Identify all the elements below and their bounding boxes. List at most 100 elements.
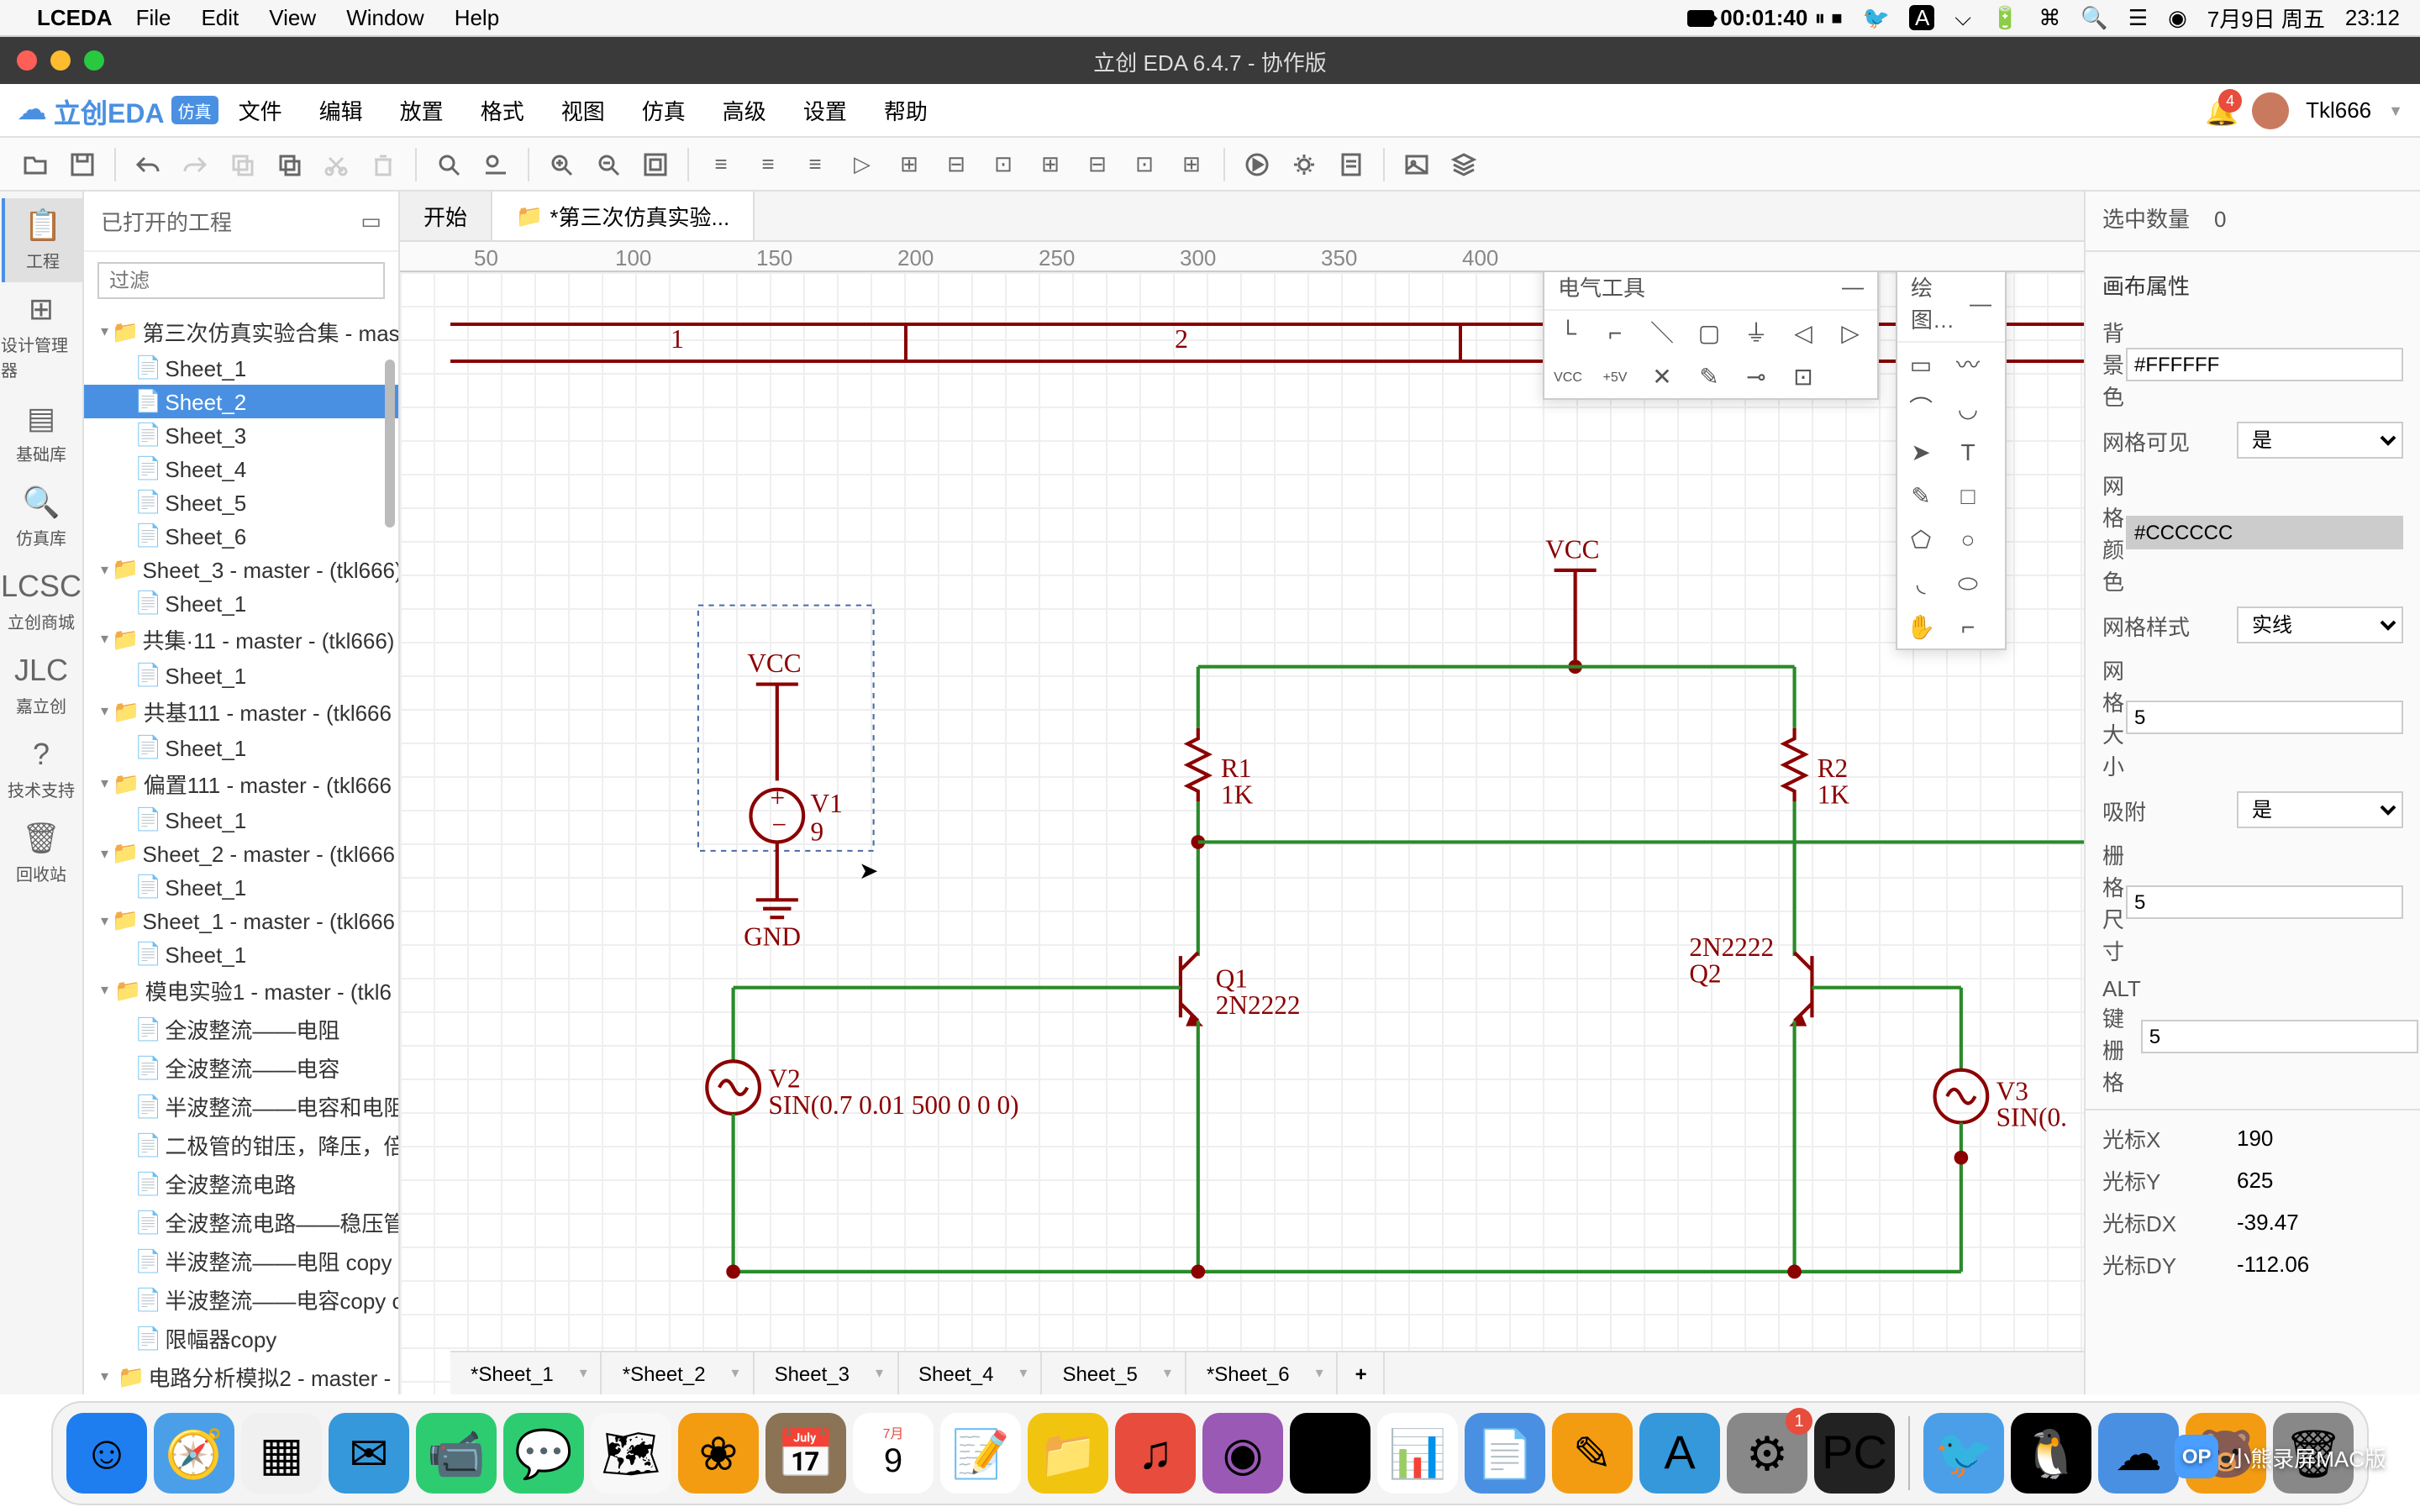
sim-settings-icon[interactable]: [1282, 145, 1326, 182]
search-icon[interactable]: 🔍: [2081, 4, 2107, 31]
undo-icon[interactable]: [126, 145, 170, 182]
tree-sheet[interactable]: 📄 半波整流——电容和电阻: [84, 1087, 398, 1126]
text-tool-icon[interactable]: T: [1944, 430, 1991, 474]
prop-select[interactable]: 是: [2237, 791, 2403, 828]
align-icon[interactable]: ≡: [699, 145, 743, 182]
vcc-tool-icon[interactable]: VCC: [1544, 354, 1591, 398]
prop-input[interactable]: [2126, 701, 2403, 734]
link-icon[interactable]: ⌘: [2039, 4, 2060, 31]
search-tb-icon[interactable]: [427, 145, 471, 182]
port-tool-icon[interactable]: ◁: [1780, 311, 1827, 354]
tree-folder[interactable]: ▾📁 模电实验1 - master - (tkl6: [84, 971, 398, 1010]
gnd-tool-icon[interactable]: ⏚: [1733, 311, 1780, 354]
align-icon[interactable]: ⊞: [1170, 145, 1213, 182]
dock-app[interactable]: ❀: [678, 1413, 759, 1494]
dock-app[interactable]: ◉: [1202, 1413, 1283, 1494]
tree-sheet[interactable]: 📄 半波整流——电阻 copy: [84, 1242, 398, 1280]
save-icon[interactable]: [60, 145, 104, 182]
leftnav-item[interactable]: ▤基础库: [1, 391, 82, 475]
leftnav-item[interactable]: ⊞设计管理器: [1, 282, 82, 391]
dock-app[interactable]: 🐦: [1923, 1413, 2004, 1494]
dock-app[interactable]: A: [1639, 1413, 1720, 1494]
tree-sheet[interactable]: 📄 Sheet_2: [84, 385, 398, 418]
dock-app[interactable]: PC: [1814, 1413, 1895, 1494]
tree-folder[interactable]: ▾📁 Sheet_2 - master - (tkl666: [84, 837, 398, 870]
electrical-tools-palette[interactable]: 电气工具— └ ⌐ ＼ ▢ ⏚ ◁ ▷ VCC +5V ✕ ✎ ⊸ ⊡: [1543, 272, 1879, 400]
tree-folder[interactable]: ▾📁 偏置111 - master - (tkl666: [84, 764, 398, 803]
tree-sheet[interactable]: 📄 Sheet_1: [84, 659, 398, 692]
drawing-tools-palette[interactable]: 绘图…— ▭〰 ⌒◡ ➤T ✎□ ⬠○ ◟⬭ ✋⌐: [1896, 272, 2007, 650]
align-icon[interactable]: ≡: [746, 145, 790, 182]
menubar-window[interactable]: Window: [346, 5, 424, 30]
editor-tab[interactable]: 📁 *第三次仿真实验...: [492, 192, 755, 240]
dock-app[interactable]: 🐧: [2011, 1413, 2091, 1494]
tree-folder[interactable]: ▾📁 电路分析模拟2 - master -: [84, 1357, 398, 1394]
control-center-icon[interactable]: ☰: [2128, 4, 2148, 31]
notifications[interactable]: 🔔4: [2205, 95, 2235, 125]
zoom-in-icon[interactable]: [539, 145, 583, 182]
tree-sheet[interactable]: 📄 Sheet_1: [84, 870, 398, 904]
zoom-fit-icon[interactable]: [634, 145, 677, 182]
prop-select[interactable]: 是: [2237, 422, 2403, 459]
prop-input[interactable]: [2126, 347, 2403, 381]
status-icon[interactable]: A: [1910, 5, 1934, 30]
freeline-tool-icon[interactable]: 〰: [1944, 343, 1991, 386]
tree-folder[interactable]: ▾📁 第三次仿真实验合集 - mas: [84, 312, 398, 351]
username[interactable]: Tkl666: [2306, 97, 2371, 123]
menu-view[interactable]: 视图: [561, 94, 605, 126]
tree-sheet[interactable]: 📄 Sheet_5: [84, 486, 398, 519]
dock-app[interactable]: 🗺: [591, 1413, 671, 1494]
arrow-tool-icon[interactable]: ➤: [1897, 430, 1944, 474]
prop-input[interactable]: [2141, 1020, 2418, 1053]
rect-tool-icon[interactable]: ▭: [1897, 343, 1944, 386]
bus-tool-icon[interactable]: ⌐: [1591, 311, 1639, 354]
dock-app[interactable]: ☁: [2098, 1413, 2179, 1494]
tree-sheet[interactable]: 📄 全波整流——电容: [84, 1048, 398, 1087]
filter-input[interactable]: [97, 262, 385, 299]
menubar-view[interactable]: View: [269, 5, 316, 30]
leftnav-item[interactable]: JLC嘉立创: [1, 643, 82, 727]
delete-icon[interactable]: [361, 145, 405, 182]
paste-icon[interactable]: [267, 145, 311, 182]
dock-app[interactable]: 📹: [416, 1413, 497, 1494]
sheet-tab[interactable]: *Sheet_6▾: [1186, 1352, 1339, 1394]
poly-tool-icon[interactable]: ⬠: [1897, 517, 1944, 561]
square-tool-icon[interactable]: □: [1944, 474, 1991, 517]
prop-input[interactable]: [2126, 516, 2403, 549]
measure-tool-icon[interactable]: ⊸: [1733, 354, 1780, 398]
arc3-tool-icon[interactable]: ◟: [1897, 561, 1944, 605]
flag-tool-icon[interactable]: ▷: [1827, 311, 1874, 354]
leftnav-item[interactable]: 🔍仿真库: [1, 475, 82, 559]
menu-place[interactable]: 放置: [400, 94, 444, 126]
dock-app[interactable]: ✉: [329, 1413, 409, 1494]
align-icon[interactable]: ≡: [793, 145, 837, 182]
circle-tool-icon[interactable]: ○: [1944, 517, 1991, 561]
run-sim-icon[interactable]: [1235, 145, 1279, 182]
copy-icon[interactable]: [220, 145, 264, 182]
record-indicator[interactable]: 00:01:40 ⏸ ⏹: [1686, 4, 1842, 31]
battery-icon[interactable]: 🔋: [1991, 4, 2018, 31]
menu-settings[interactable]: 设置: [803, 94, 847, 126]
probe-tool-icon[interactable]: ✎: [1686, 354, 1733, 398]
schematic-canvas[interactable]: 12 VCC V1 9 + − GND VCC: [400, 272, 2084, 1394]
tree-sheet[interactable]: 📄 全波整流——电阻: [84, 1010, 398, 1048]
align-icon[interactable]: ⊞: [887, 145, 931, 182]
tree-sheet[interactable]: 📄 Sheet_1: [84, 731, 398, 764]
sheet-tab[interactable]: *Sheet_1▾: [450, 1352, 602, 1394]
dock-app[interactable]: 🧭: [154, 1413, 234, 1494]
dock-app[interactable]: ✎: [1552, 1413, 1633, 1494]
tree-sheet[interactable]: 📄 Sheet_1: [84, 351, 398, 385]
dock-app[interactable]: ▸tv: [1290, 1413, 1370, 1494]
prop-input[interactable]: [2126, 885, 2403, 919]
pencil-tool-icon[interactable]: ✎: [1897, 474, 1944, 517]
close-window[interactable]: [17, 50, 37, 71]
tree-sheet[interactable]: 📄 Sheet_3: [84, 418, 398, 452]
cut-icon[interactable]: [314, 145, 358, 182]
palette-min-icon[interactable]: —: [1842, 274, 1864, 299]
align-icon[interactable]: ⊞: [1028, 145, 1072, 182]
menu-edit[interactable]: 编辑: [319, 94, 363, 126]
user-avatar[interactable]: [2252, 92, 2289, 129]
leftnav-item[interactable]: 🗑回收站: [1, 811, 82, 895]
user-dropdown[interactable]: ▼: [2388, 102, 2403, 118]
tree-folder[interactable]: ▾📁 共基111 - master - (tkl666: [84, 692, 398, 731]
